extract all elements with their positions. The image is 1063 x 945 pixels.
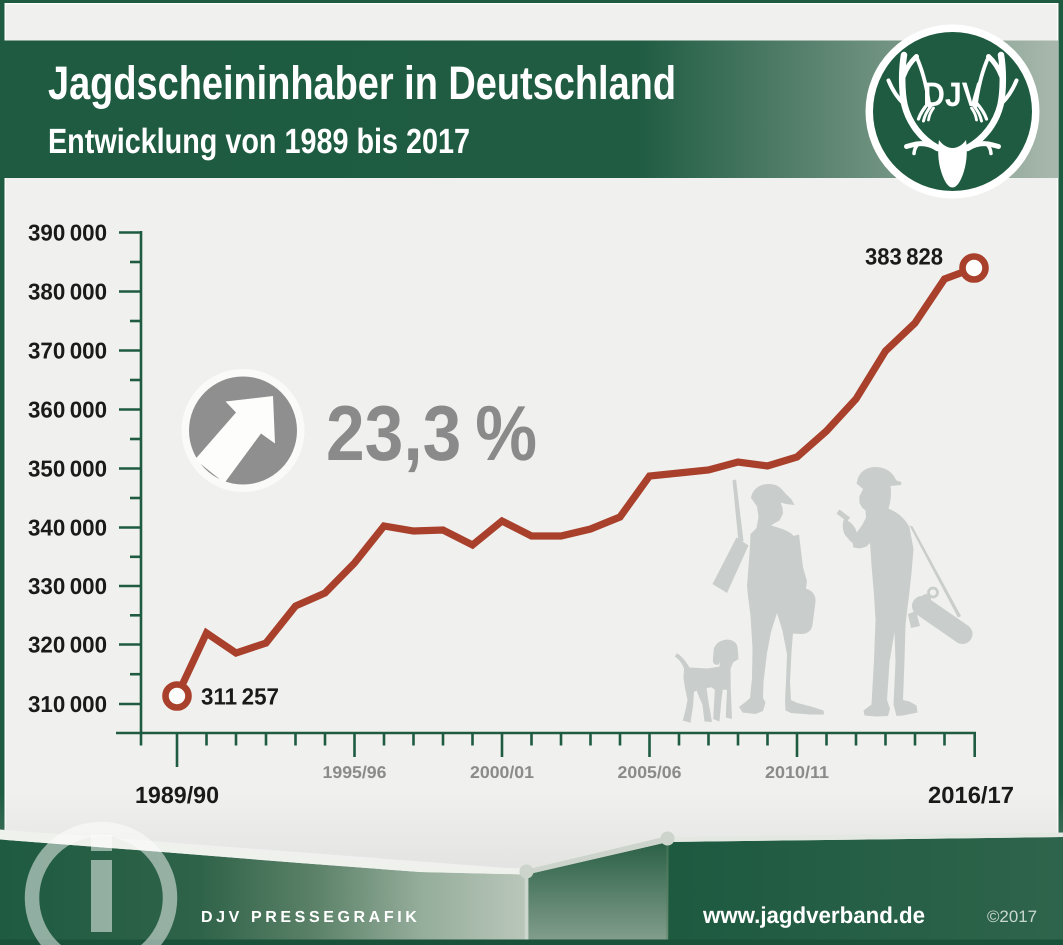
svg-text:2000/01: 2000/01 (470, 763, 534, 782)
svg-text:Entwicklung von 1989 bis 2017: Entwicklung von 1989 bis 2017 (48, 122, 470, 161)
svg-text:DJV: DJV (923, 76, 982, 114)
svg-text:310 000: 310 000 (28, 691, 107, 717)
svg-text:2016/17: 2016/17 (928, 782, 1014, 808)
svg-text:311 257: 311 257 (201, 684, 279, 710)
svg-text:360 000: 360 000 (28, 397, 107, 423)
svg-text:DJV PRESSEGRAFIK: DJV PRESSEGRAFIK (201, 909, 420, 926)
svg-text:380 000: 380 000 (28, 279, 107, 305)
svg-text:390 000: 390 000 (28, 220, 107, 246)
svg-text:1989/90: 1989/90 (135, 782, 219, 808)
svg-text:Jagdscheininhaber in Deutschla: Jagdscheininhaber in Deutschland (48, 56, 676, 109)
svg-text:1995/96: 1995/96 (323, 763, 387, 782)
svg-text:370 000: 370 000 (28, 338, 107, 364)
svg-text:330 000: 330 000 (28, 573, 107, 599)
svg-text:2005/06: 2005/06 (618, 763, 682, 782)
svg-text:320 000: 320 000 (28, 632, 107, 658)
svg-text:383 828: 383 828 (865, 244, 943, 270)
svg-text:340 000: 340 000 (28, 515, 107, 541)
svg-text:350 000: 350 000 (28, 456, 107, 482)
svg-text:©2017: ©2017 (987, 908, 1037, 926)
svg-text:2010/11: 2010/11 (765, 763, 829, 782)
svg-text:23,3 %: 23,3 % (326, 389, 537, 477)
svg-text:www.jagdverband.de: www.jagdverband.de (702, 902, 925, 928)
